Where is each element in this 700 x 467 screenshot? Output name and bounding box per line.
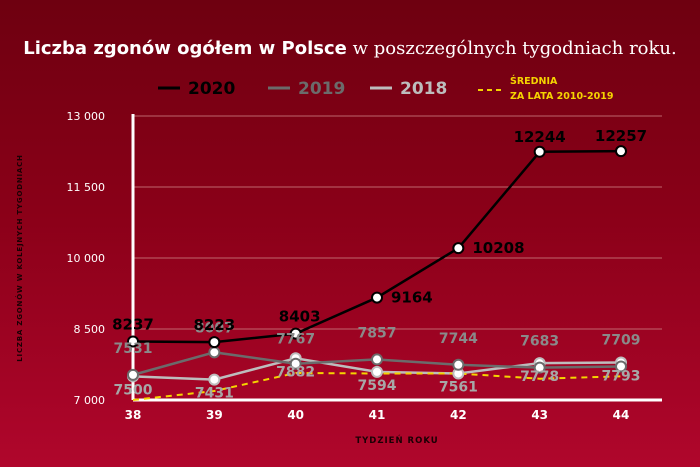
series-2018-data-label: 7561 — [439, 379, 478, 395]
series-2019-data-label: 7744 — [439, 331, 478, 347]
x-tick-label: 38 — [125, 408, 142, 422]
x-tick-label: 39 — [206, 408, 223, 422]
series-2019-data-label: 7857 — [358, 325, 397, 341]
legend-2018-label: 2018 — [400, 79, 447, 99]
series-2019-point — [208, 346, 221, 359]
series-2020-data-label: 8403 — [279, 308, 321, 326]
chart-title-rest: w poszczególnych tygodniach roku. — [346, 38, 677, 59]
series-2020-point — [533, 145, 546, 158]
y-tick-label: 8 500 — [74, 323, 106, 336]
series-2019-point — [615, 360, 627, 373]
y-tick-label: 13 000 — [67, 110, 106, 123]
y-tick-label: 11 500 — [67, 181, 106, 194]
series-2020-point — [615, 145, 627, 158]
legend-2020-label: 2020 — [188, 79, 235, 99]
chart-title: Liczba zgonów ogółem w Polsce w poszczeg… — [0, 38, 700, 59]
series-2020-data-label: 9164 — [391, 289, 433, 307]
series-2020-data-label: 8237 — [112, 315, 154, 333]
series-2018-data-label: 7431 — [195, 386, 234, 402]
y-axis-title: LICZBA ZGONÓW W KOLEJNYCH TYGODNIACH — [15, 154, 24, 361]
series-2018-data-label: 7793 — [602, 368, 641, 384]
series-2020-point — [127, 335, 139, 348]
series-2019-point — [127, 368, 139, 381]
x-tick-label: 43 — [531, 408, 548, 422]
y-tick-label: 7 000 — [74, 394, 106, 407]
series-2020-data-label: 10208 — [472, 239, 524, 257]
series-2019-data-label: 7767 — [276, 332, 315, 348]
series-2018-point — [371, 365, 383, 378]
legend-average-label-line2: ZA LATA 2010-2019 — [510, 91, 613, 102]
series-2019-data-label: 7683 — [520, 334, 559, 350]
legend-2019-label: 2019 — [298, 79, 345, 99]
series-2019-data-label: 7709 — [602, 332, 641, 348]
series-2019-point — [452, 358, 465, 371]
series-2020-data-label: 8223 — [193, 316, 235, 334]
series-2019-data-label: 8007 — [195, 320, 234, 336]
series-2020-point — [371, 291, 383, 304]
series-2018-data-label: 7778 — [520, 369, 559, 385]
series-2020-point — [208, 336, 221, 349]
series-2020-point — [289, 327, 302, 340]
x-tick-label: 44 — [613, 408, 630, 422]
x-axis-title: TYDZIEŃ ROKU — [355, 434, 438, 446]
series-2020-data-label: 12244 — [514, 128, 566, 146]
series-2018-point — [208, 373, 221, 386]
series-2020-data-label: 12257 — [595, 127, 647, 145]
series-2019-point — [533, 361, 546, 374]
y-tick-label: 10 000 — [67, 252, 106, 265]
series-2019-point — [371, 353, 383, 366]
series-2019-data-label: 7531 — [114, 341, 153, 357]
series-2018-data-label: 7500 — [114, 382, 153, 398]
series-2018-data-label: 7594 — [358, 378, 397, 394]
chart-title-bold: Liczba zgonów ogółem w Polsce — [23, 38, 347, 59]
series-2018-data-label: 7882 — [276, 364, 315, 380]
series-2020-point — [452, 242, 465, 255]
series-2020-line — [132, 149, 622, 344]
legend-average-label-line1: ŚREDNIA — [510, 75, 558, 87]
series-2019-point — [289, 357, 302, 370]
x-tick-label: 40 — [287, 408, 304, 422]
x-tick-label: 41 — [369, 408, 386, 422]
x-tick-label: 42 — [450, 408, 467, 422]
